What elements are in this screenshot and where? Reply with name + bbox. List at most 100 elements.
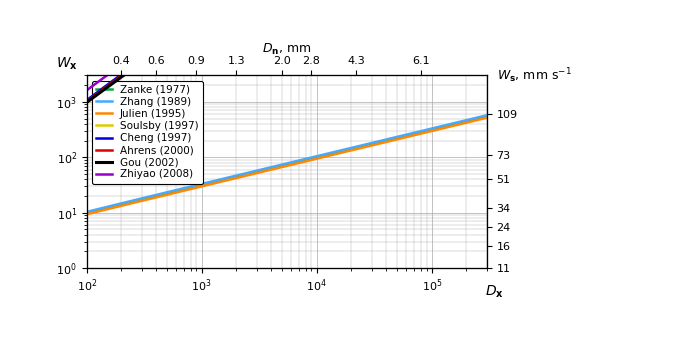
Gou (2002) — [95, 92, 103, 96]
Zhiyao (2008) — [116, 64, 125, 68]
Line: Gou (2002): Gou (2002) — [87, 63, 140, 102]
Julien (1995) — [321, 155, 329, 159]
Zhang (1989) — [83, 210, 91, 214]
Zhiyao (2008) — [110, 68, 118, 72]
Zhiyao (2008) — [114, 65, 123, 69]
Ahrens (2000) — [109, 80, 117, 84]
Zhiyao (2008) — [95, 79, 103, 83]
Zhiyao (2008) — [106, 71, 114, 75]
Zhiyao (2008) — [103, 73, 111, 78]
Zanke (1977) — [410, 132, 419, 136]
Soulsby (1997) — [83, 99, 91, 103]
Zhiyao (2008) — [111, 68, 119, 72]
Zhiyao (2008) — [91, 82, 99, 86]
Zhang (1989) — [482, 113, 490, 117]
Cheng (1997) — [106, 81, 114, 85]
Zhiyao (2008) — [114, 65, 122, 69]
Zhiyao (2008) — [97, 78, 105, 82]
Gou (2002) — [131, 65, 139, 69]
Zhiyao (2008) — [99, 76, 107, 81]
Zhiyao (2008) — [90, 83, 98, 87]
Zhiyao (2008) — [108, 69, 116, 73]
Cheng (1997) — [132, 61, 140, 65]
Line: Ahrens (2000): Ahrens (2000) — [87, 63, 138, 101]
Soulsby (1997) — [95, 90, 103, 94]
Ahrens (2000) — [104, 83, 112, 87]
Cheng (1997) — [132, 62, 140, 66]
Ahrens (2000) — [127, 67, 135, 71]
Zhiyao (2008) — [112, 67, 120, 71]
Zhiyao (2008) — [94, 80, 102, 84]
Line: Cheng (1997): Cheng (1997) — [87, 63, 136, 100]
Cheng (1997) — [83, 98, 91, 102]
Zhiyao (2008) — [89, 84, 97, 88]
Zhang (1989) — [273, 164, 281, 168]
Zhiyao (2008) — [104, 72, 112, 76]
Julien (1995) — [83, 212, 91, 216]
Zhiyao (2008) — [96, 78, 104, 82]
Legend: Zanke (1977), Zhang (1989), Julien (1995), Soulsby (1997), Cheng (1997), Ahrens : Zanke (1977), Zhang (1989), Julien (1995… — [92, 81, 203, 184]
Soulsby (1997) — [135, 62, 143, 66]
Zhiyao (2008) — [88, 84, 97, 88]
Soulsby (1997) — [99, 88, 107, 92]
Zhang (1989) — [473, 116, 481, 120]
Ahrens (2000) — [95, 90, 103, 94]
Line: Zhiyao (2008): Zhiyao (2008) — [87, 63, 123, 90]
Zhiyao (2008) — [86, 86, 94, 90]
X-axis label: $D_\mathbf{x}$: $D_\mathbf{x}$ — [485, 283, 504, 300]
Zhang (1989) — [410, 131, 419, 135]
Line: Julien (1995): Julien (1995) — [87, 118, 486, 214]
Gou (2002) — [83, 100, 91, 104]
Zhiyao (2008) — [90, 82, 99, 86]
Gou (2002) — [114, 78, 122, 82]
Zanke (1977) — [275, 164, 283, 168]
Ahrens (2000) — [132, 63, 140, 67]
Gou (2002) — [136, 61, 145, 65]
Julien (1995) — [410, 133, 419, 137]
Zhiyao (2008) — [118, 62, 126, 66]
Line: Soulsby (1997): Soulsby (1997) — [87, 64, 139, 101]
Zhiyao (2008) — [113, 66, 121, 70]
Cheng (1997) — [98, 87, 106, 91]
Cheng (1997) — [96, 88, 104, 92]
X-axis label: $D_\mathbf{n}$, mm: $D_\mathbf{n}$, mm — [262, 42, 312, 57]
Zanke (1977) — [473, 117, 481, 121]
Zhiyao (2008) — [86, 85, 95, 89]
Zhiyao (2008) — [117, 63, 125, 67]
Zhiyao (2008) — [101, 75, 110, 79]
Ahrens (2000) — [98, 88, 106, 92]
Zhiyao (2008) — [99, 76, 108, 80]
Julien (1995) — [299, 160, 308, 164]
Soulsby (1997) — [105, 83, 113, 87]
Gou (2002) — [135, 62, 143, 66]
Soulsby (1997) — [131, 65, 139, 69]
Soulsby (1997) — [90, 94, 99, 98]
Zhiyao (2008) — [98, 77, 106, 81]
Zanke (1977) — [321, 153, 329, 157]
Zanke (1977) — [482, 114, 490, 118]
Zhang (1989) — [299, 157, 308, 161]
Julien (1995) — [473, 118, 481, 122]
Zhiyao (2008) — [92, 81, 101, 85]
Julien (1995) — [275, 166, 283, 170]
Zhiyao (2008) — [112, 66, 121, 70]
Zanke (1977) — [299, 158, 308, 162]
Ahrens (2000) — [83, 99, 91, 103]
Zhiyao (2008) — [100, 75, 108, 79]
Ahrens (2000) — [134, 61, 142, 65]
Zhang (1989) — [321, 152, 329, 156]
Zhiyao (2008) — [107, 70, 115, 74]
Zhiyao (2008) — [103, 73, 112, 77]
Zhiyao (2008) — [109, 69, 117, 73]
Zanke (1977) — [273, 165, 281, 169]
Julien (1995) — [273, 166, 281, 170]
Zhiyao (2008) — [105, 72, 113, 76]
Zhiyao (2008) — [83, 88, 91, 92]
Zhiyao (2008) — [84, 87, 92, 91]
Zhiyao (2008) — [119, 61, 127, 65]
Cheng (1997) — [108, 80, 116, 84]
Zhiyao (2008) — [85, 87, 93, 91]
Zhiyao (2008) — [116, 64, 124, 68]
Zhang (1989) — [275, 163, 283, 167]
Zhiyao (2008) — [102, 74, 110, 78]
